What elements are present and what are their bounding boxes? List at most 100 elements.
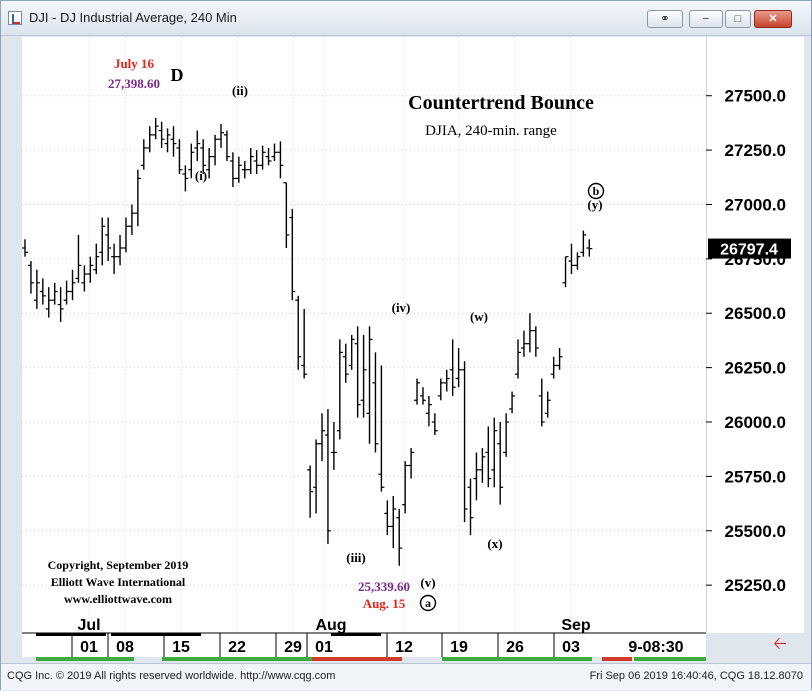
ohlc-bar: [354, 326, 361, 418]
y-tick-label: 25250.0: [725, 576, 786, 595]
month-label: Jul: [77, 617, 100, 634]
last-price-box: [708, 238, 791, 259]
price-axis[interactable]: [706, 37, 804, 633]
ohlc-bar: [283, 182, 290, 248]
circled-wave-b-icon: [587, 182, 605, 200]
ohlc-bar: [229, 152, 236, 188]
ohlc-bar: [497, 422, 504, 505]
minimize-button[interactable]: −: [689, 10, 723, 28]
ohlc-bar: [342, 343, 349, 383]
last-price-label: 26797.4: [720, 242, 778, 259]
wave-label-w: (w): [470, 309, 488, 324]
ohlc-bar: [176, 139, 183, 175]
low-value-label: 25,339.60: [358, 579, 410, 594]
ohlc-bar: [425, 395, 432, 427]
ohlc-bar: [164, 128, 171, 153]
ohlc-bar: [550, 356, 557, 379]
chart-app-icon: [8, 11, 22, 25]
timestamp-status: Fri Sep 06 2019 16:40:46, CQG 18.12.8070: [589, 670, 803, 682]
ohlc-bar: [336, 339, 343, 440]
ohlc-bar: [33, 269, 40, 309]
date-label: 08: [116, 639, 134, 656]
ohlc-bar: [99, 217, 106, 266]
wave-label-ii: (ii): [232, 83, 248, 98]
close-button[interactable]: ✕: [754, 10, 792, 28]
wave-label-a: a: [425, 596, 431, 610]
chart-title: Countertrend Bounce: [408, 92, 594, 114]
low-date-label: Aug. 15: [363, 596, 406, 611]
ohlc-bar: [212, 134, 219, 166]
ohlc-bar: [491, 417, 498, 488]
wave-label-b: b: [593, 184, 600, 198]
ohlc-bar: [247, 147, 254, 175]
ohlc-bar: [87, 256, 94, 283]
circled-wave-a-icon: [419, 594, 437, 612]
time-axis-segment: [36, 633, 106, 636]
time-scroll-strip[interactable]: [22, 657, 706, 661]
ohlc-bar: [538, 378, 545, 427]
ohlc-bar: [562, 256, 569, 288]
ohlc-bar: [194, 130, 201, 161]
time-axis-segment: [331, 633, 381, 636]
ohlc-bar: [485, 426, 492, 488]
y-tick-label: 27000.0: [725, 195, 786, 214]
ohlc-bar: [182, 165, 189, 192]
ohlc-bar: [122, 217, 129, 253]
ohlc-bar: [277, 141, 284, 179]
wave-label-iii: (iii): [346, 550, 366, 565]
ohlc-bar: [443, 369, 450, 392]
wave-label-D: D: [171, 65, 184, 85]
date-label: 29: [284, 639, 302, 656]
y-tick-label: 26500.0: [725, 304, 786, 323]
ohlc-bar: [384, 500, 391, 536]
ohlc-bar: [461, 361, 468, 523]
wave-label-i: (i): [195, 168, 207, 183]
ohlc-bar: [532, 326, 539, 357]
wave-label-y: (y): [587, 197, 602, 212]
link-button[interactable]: ⚭: [647, 10, 683, 28]
date-label: 12: [395, 639, 413, 656]
date-label: 03: [562, 639, 580, 656]
ohlc-bar: [45, 287, 52, 318]
copyright-line: www.elliottwave.com: [64, 592, 172, 606]
title-bar[interactable]: DJI - DJ Industrial Average, 240 Min ⚭ −…: [1, 1, 811, 36]
ohlc-bar: [241, 160, 248, 179]
ohlc-bar: [408, 448, 415, 479]
ohlc-bar: [378, 365, 385, 492]
ohlc-bar: [449, 339, 456, 396]
ohlc-bar: [152, 117, 159, 140]
date-label: 01: [315, 639, 333, 656]
ohlc-bar: [396, 509, 403, 566]
ohlc-bar: [271, 143, 278, 161]
ohlc-bar: [515, 339, 522, 379]
ohlc-bar: [265, 147, 272, 166]
ohlc-bar: [437, 378, 444, 401]
ohlc-bar: [360, 335, 367, 418]
ohlc-bar: [473, 452, 480, 501]
ohlc-bar: [81, 265, 88, 292]
ohlc-bar: [556, 348, 563, 370]
ohlc-bar: [580, 230, 587, 257]
ohlc-bar: [57, 287, 64, 322]
date-label: 19: [450, 639, 468, 656]
date-label: 26: [506, 639, 524, 656]
y-tick-label: 25750.0: [725, 467, 786, 486]
ohlc-bar: [324, 408, 331, 544]
ohlc-bar: [289, 208, 296, 301]
ohlc-bar: [455, 348, 462, 388]
ohlc-bar: [206, 147, 213, 179]
ohlc-bar: [218, 124, 225, 148]
copyright-line: Copyright, September 2019: [48, 558, 189, 572]
ohlc-bar: [307, 465, 314, 518]
ohlc-bar: [111, 243, 118, 275]
time-axis: [22, 633, 706, 657]
maximize-button[interactable]: □: [725, 10, 751, 28]
date-label: 22: [228, 639, 246, 656]
window-title: DJI - DJ Industrial Average, 240 Min: [29, 10, 237, 25]
scroll-back-arrow-icon[interactable]: 🡠: [773, 634, 787, 653]
ohlc-bar: [402, 461, 409, 514]
ohlc-bar: [586, 239, 593, 257]
ohlc-bar: [414, 378, 421, 405]
